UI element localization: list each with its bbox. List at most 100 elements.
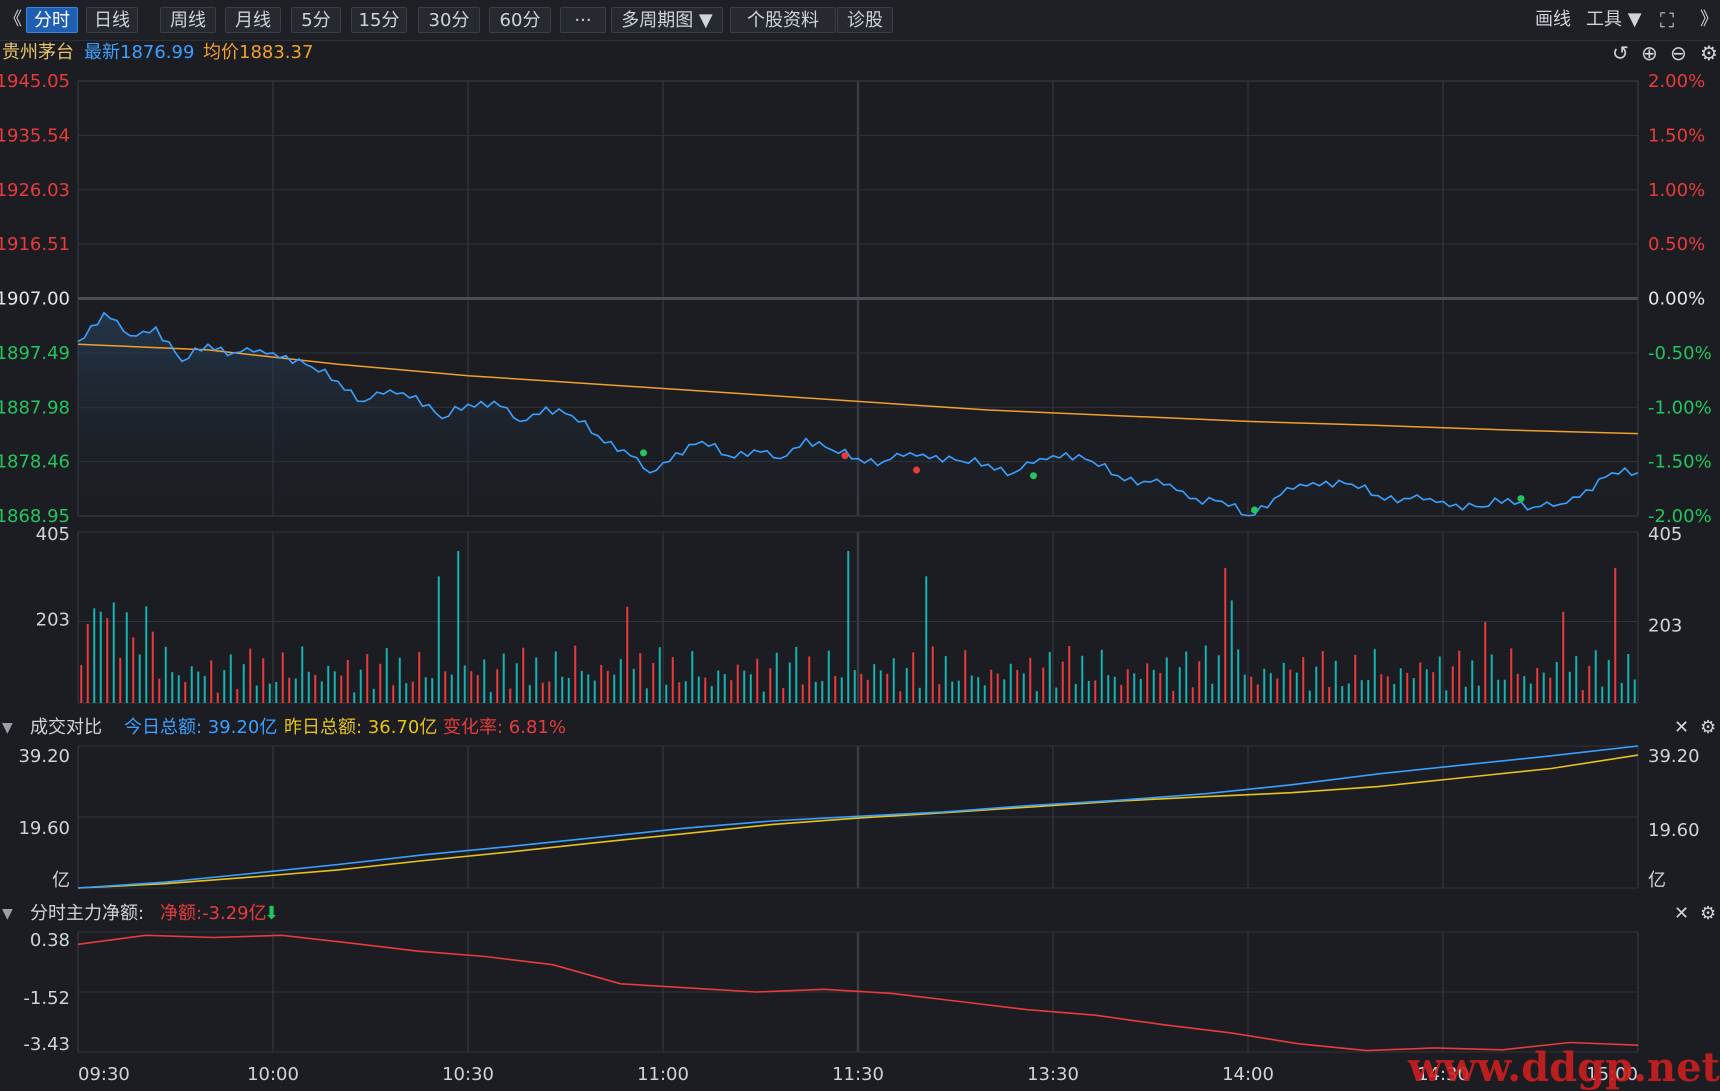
time-axis-label: 10:00 bbox=[247, 1064, 299, 1085]
percent-axis-label: 2.00% bbox=[1648, 71, 1705, 92]
axis-labels: 1945.05 1935.54 1926.03 1916.51 1907.00 1897.… bbox=[0, 71, 1712, 1085]
time-axis-label: 09:30 bbox=[78, 1064, 130, 1085]
tab-8[interactable]: ··· bbox=[560, 7, 606, 33]
collapse-right-icon[interactable]: 》 bbox=[1700, 9, 1718, 30]
collapse-triangle-icon[interactable]: ▼ bbox=[2, 906, 13, 922]
turnover-axis-label: 亿 bbox=[1648, 870, 1666, 891]
netflow-axis-label: 0.38 bbox=[30, 930, 70, 951]
signal-marker bbox=[841, 452, 849, 460]
tab-6[interactable]: 30分 bbox=[418, 7, 480, 33]
latest-price-label: 最新1876.99 bbox=[84, 42, 195, 63]
turnover-axis-label: 19.60 bbox=[1648, 820, 1700, 841]
today-turnover-label: 今日总额: 39.20亿 bbox=[124, 717, 278, 738]
netflow-axis-label: -3.43 bbox=[23, 1034, 70, 1055]
tab-1[interactable]: 日线 bbox=[86, 7, 138, 33]
net-amount-label: 净额:-3.29亿 bbox=[160, 903, 267, 924]
turnover-lines bbox=[77, 745, 1639, 889]
collapse-triangle-icon[interactable]: ▼ bbox=[2, 720, 13, 736]
price-area-fill bbox=[78, 312, 1638, 516]
panel-settings-icon[interactable]: ⚙ bbox=[1700, 903, 1717, 924]
turnover-panel-header: ▼ 成交对比 今日总额: 39.20亿 昨日总额: 36.70亿 变化率: 6.… bbox=[0, 714, 1720, 742]
signal-marker bbox=[1517, 495, 1525, 503]
time-axis-label: 14:00 bbox=[1222, 1064, 1274, 1085]
time-axis-label: 11:00 bbox=[637, 1064, 689, 1085]
close-panel-icon[interactable]: ✕ bbox=[1674, 717, 1690, 738]
volume-axis-label: 405 bbox=[1648, 524, 1682, 545]
settings-gear-icon[interactable]: ⚙ bbox=[1700, 41, 1718, 65]
netflow-axis-label: -1.52 bbox=[23, 988, 70, 1009]
netflow-line-path bbox=[77, 934, 1639, 1052]
tools-dropdown[interactable]: 工具 ▼ bbox=[1586, 9, 1642, 30]
percent-axis-label: 1.00% bbox=[1648, 180, 1705, 201]
price-area bbox=[78, 312, 1638, 516]
netflow-panel-header: ▼ 分时主力净额: 净额:-3.29亿 ⬇ ✕ ⚙ bbox=[0, 900, 1720, 928]
tab-5[interactable]: 15分 bbox=[351, 7, 407, 33]
percent-axis-label: 0.00% bbox=[1648, 289, 1705, 310]
signal-marker bbox=[1030, 472, 1037, 480]
collapse-left-icon[interactable]: 《 bbox=[4, 9, 22, 30]
down-arrow-icon: ⬇ bbox=[264, 903, 280, 924]
watermark: www.ddgp.net bbox=[1407, 1044, 1720, 1091]
price-axis-label: 1916.51 bbox=[0, 234, 70, 255]
turnover-axis-label: 亿 bbox=[52, 870, 70, 891]
signal-marker bbox=[1251, 506, 1258, 514]
volume-bars bbox=[80, 551, 1636, 703]
yesterday-turnover-label: 昨日总额: 36.70亿 bbox=[284, 717, 438, 738]
time-axis-label: 11:30 bbox=[832, 1064, 884, 1085]
netflow-line bbox=[77, 934, 1639, 1052]
price-axis-label: 1878.46 bbox=[0, 452, 70, 473]
percent-axis-label: -1.00% bbox=[1648, 397, 1712, 418]
undo-icon[interactable]: ↺ bbox=[1612, 41, 1629, 65]
volume-axis-label: 203 bbox=[36, 610, 70, 631]
tab-2[interactable]: 周线 bbox=[160, 7, 216, 33]
yesterday-turnover-line bbox=[77, 754, 1639, 889]
tab-3[interactable]: 月线 bbox=[225, 7, 281, 33]
stock-name: 贵州茅台 bbox=[2, 42, 74, 63]
percent-axis-label: 0.50% bbox=[1648, 234, 1705, 255]
price-axis-label: 1926.03 bbox=[0, 180, 70, 201]
turnover-axis-label: 39.20 bbox=[18, 746, 70, 767]
fullscreen-icon[interactable]: ⛶ bbox=[1660, 8, 1674, 32]
percent-axis-label: -1.50% bbox=[1648, 452, 1712, 473]
price-axis-label: 1887.98 bbox=[0, 397, 70, 418]
price-frame bbox=[77, 80, 1639, 517]
turnover-axis-label: 19.60 bbox=[18, 818, 70, 839]
price-line-path bbox=[77, 311, 1639, 517]
price-axis-label: 1945.05 bbox=[0, 71, 70, 92]
average-price-label: 均价1883.37 bbox=[203, 42, 314, 63]
avg-line-path bbox=[77, 343, 1639, 435]
signal-markers bbox=[640, 449, 1525, 514]
percent-axis-label: -0.50% bbox=[1648, 343, 1712, 364]
toolbar: 《 分时 日线 周线 月线 5分 15分 30分 60分 ··· 多周期图 ▼ 个股资料 诊股 画线 … bbox=[0, 0, 1720, 41]
turnover-axis-label: 39.20 bbox=[1648, 746, 1700, 767]
price-line bbox=[77, 311, 1639, 517]
panel-settings-icon[interactable]: ⚙ bbox=[1700, 717, 1717, 738]
average-price-line bbox=[77, 343, 1639, 435]
draw-line-button[interactable]: 画线 bbox=[1535, 9, 1571, 30]
change-rate-label: 变化率: 6.81% bbox=[443, 717, 566, 738]
time-axis-label: 10:30 bbox=[442, 1064, 494, 1085]
price-axis-label: 1907.00 bbox=[0, 289, 70, 310]
volume-axis-label: 203 bbox=[1648, 616, 1682, 637]
tab-4[interactable]: 5分 bbox=[291, 7, 341, 33]
time-axis-label: 13:30 bbox=[1027, 1064, 1079, 1085]
price-axis-label: 1868.95 bbox=[0, 506, 70, 527]
tab-11[interactable]: 诊股 bbox=[837, 7, 893, 33]
info-bar: 贵州茅台 最新1876.99 均价1883.37 ↺ ⊕ ⊖ ⚙ bbox=[0, 40, 1720, 66]
price-axis-label: 1935.54 bbox=[0, 125, 70, 146]
today-turnover-line bbox=[77, 745, 1639, 889]
zoom-out-icon[interactable]: ⊖ bbox=[1670, 41, 1687, 65]
zoom-in-icon[interactable]: ⊕ bbox=[1641, 41, 1658, 65]
tab-10[interactable]: 个股资料 bbox=[730, 7, 836, 33]
percent-axis-label: 1.50% bbox=[1648, 125, 1705, 146]
netflow-title: 分时主力净额: bbox=[30, 903, 145, 924]
tab-0[interactable]: 分时 bbox=[26, 7, 78, 33]
tab-9[interactable]: 多周期图 ▼ bbox=[611, 7, 723, 33]
turnover-title: 成交对比 bbox=[30, 717, 102, 738]
tab-7[interactable]: 60分 bbox=[489, 7, 551, 33]
price-axis-label: 1897.49 bbox=[0, 343, 70, 364]
close-panel-icon[interactable]: ✕ bbox=[1674, 903, 1690, 924]
signal-marker bbox=[640, 449, 647, 457]
percent-axis-label: -2.00% bbox=[1648, 506, 1712, 527]
signal-marker bbox=[913, 466, 920, 474]
